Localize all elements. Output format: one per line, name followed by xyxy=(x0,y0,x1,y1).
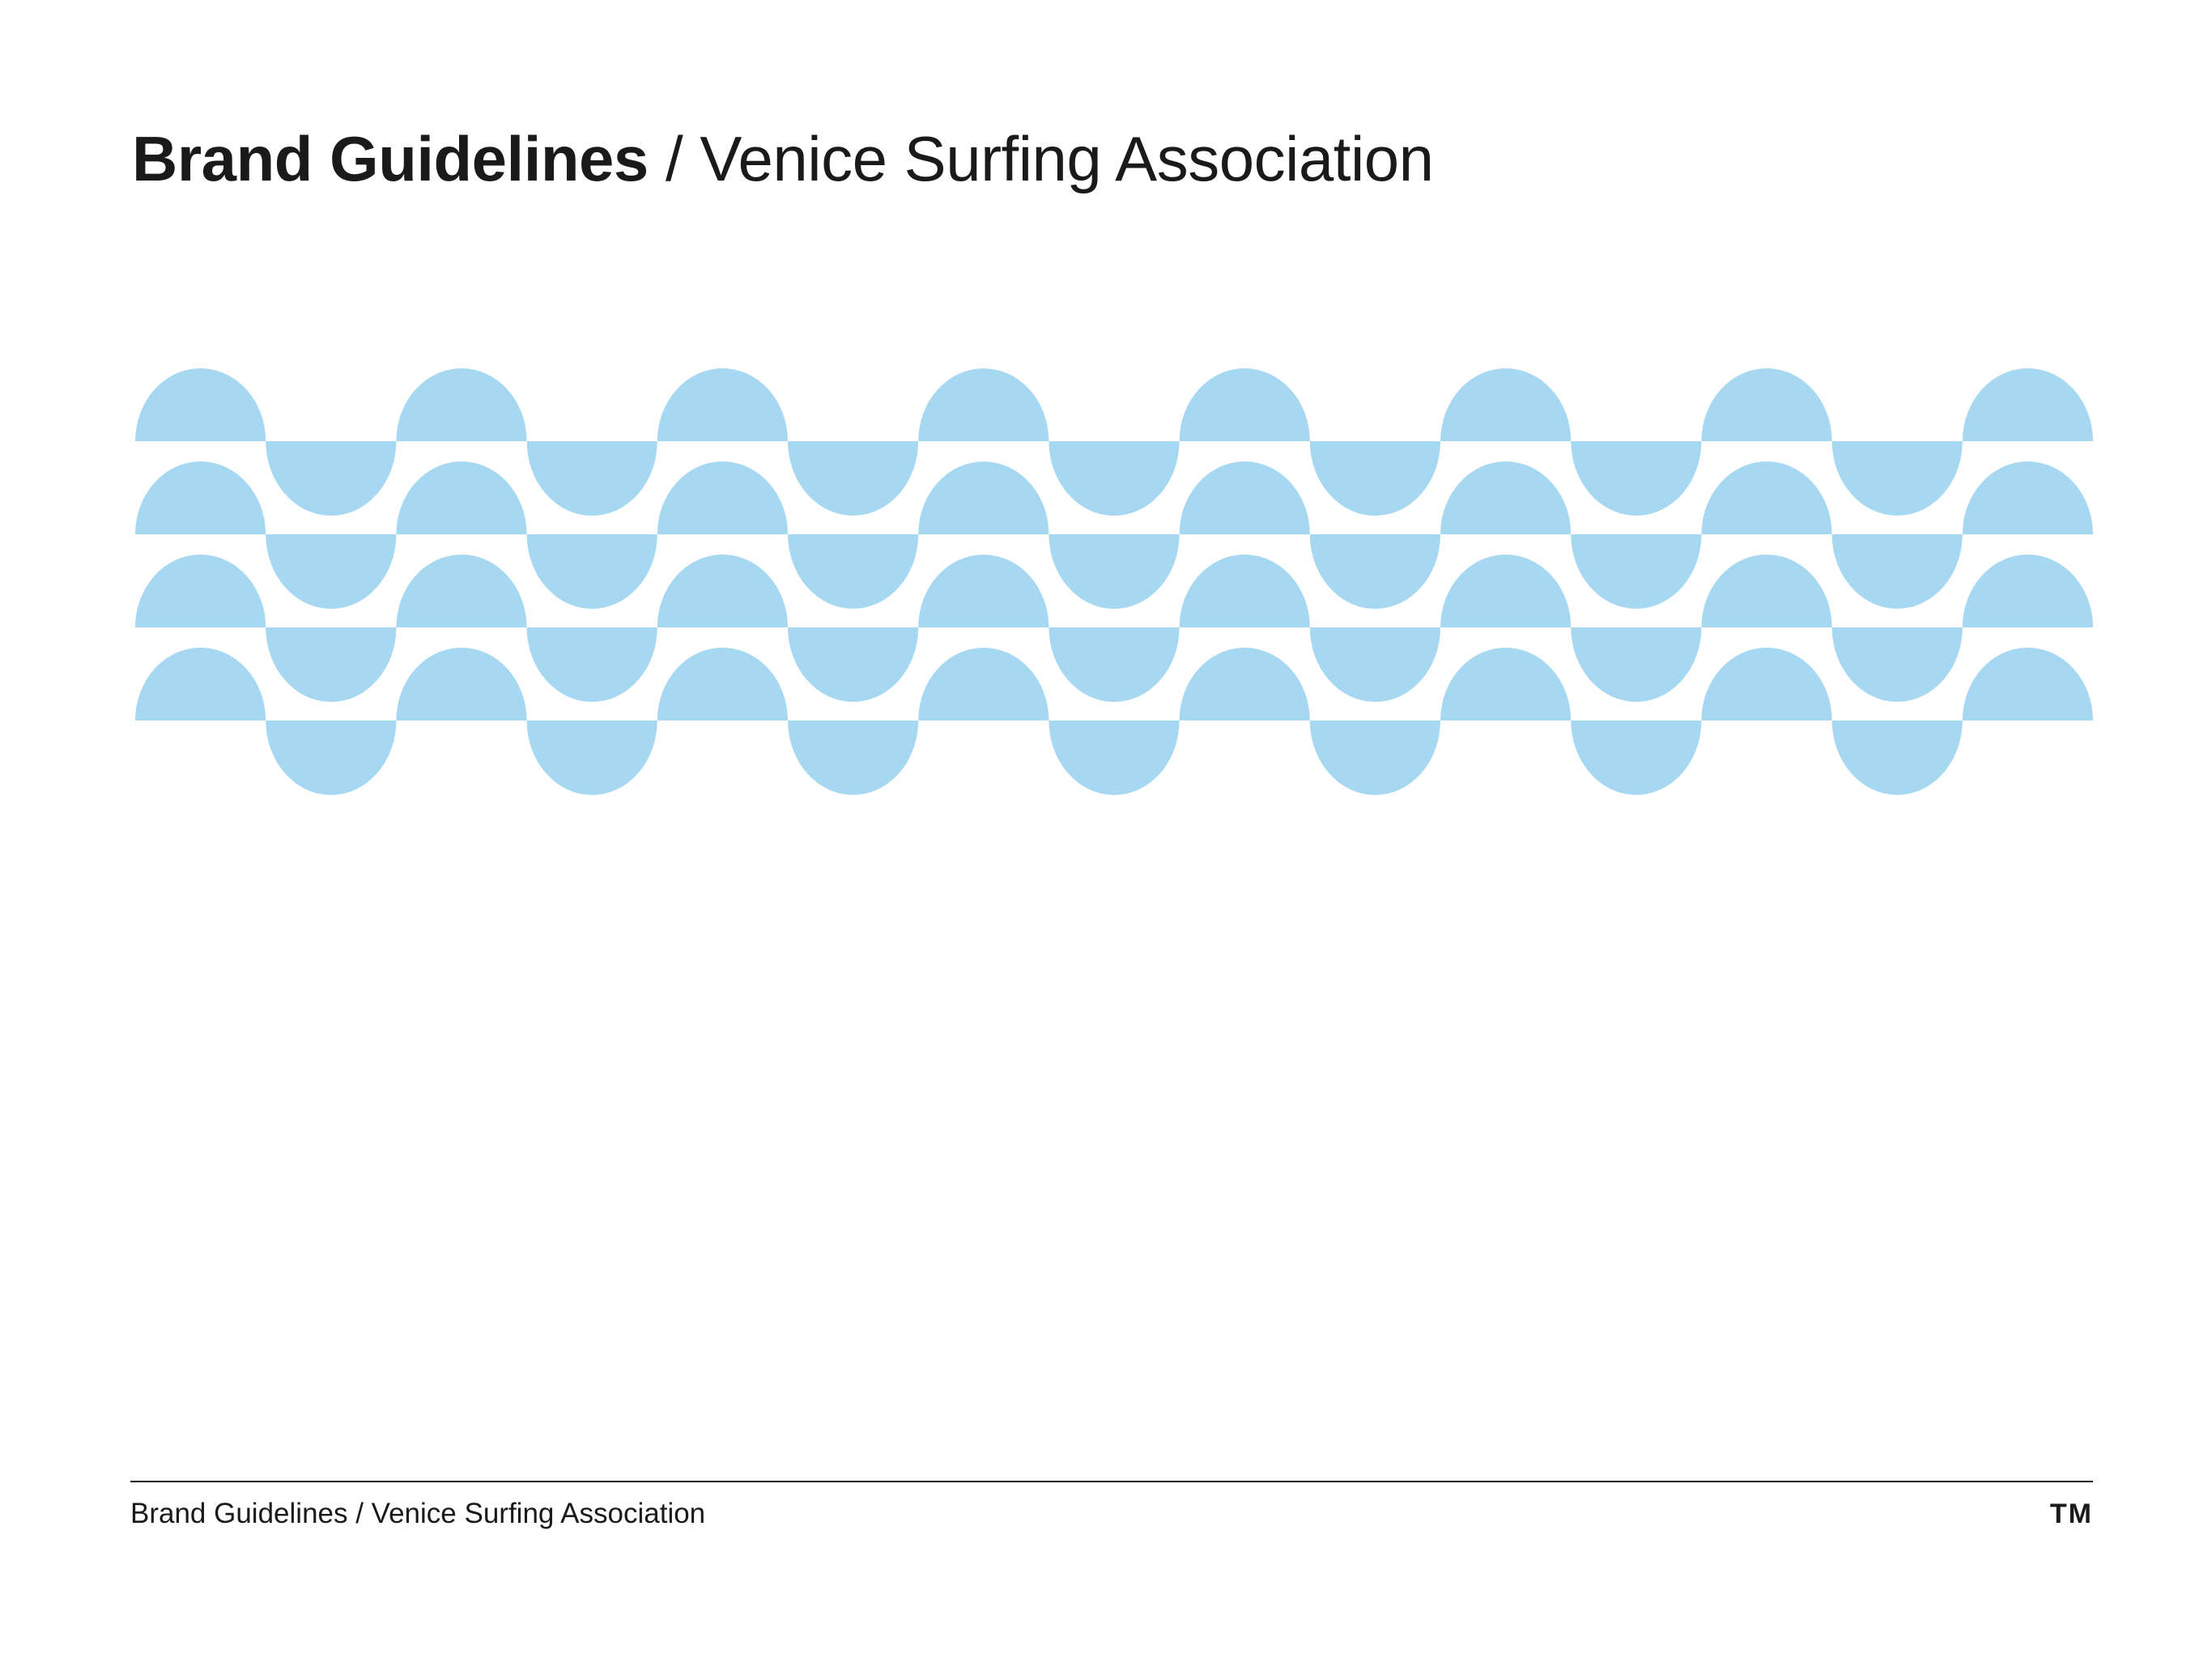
wave-dome-down xyxy=(1571,721,1702,795)
wave-dome-up xyxy=(918,555,1049,627)
wave-dome-up xyxy=(657,648,788,721)
wave-dome-down xyxy=(1571,534,1702,609)
footer-text: Brand Guidelines / Venice Surfing Associ… xyxy=(130,1498,706,1529)
wave-dome-up xyxy=(1179,648,1310,721)
page-title: Brand Guidelines / Venice Surfing Associ… xyxy=(132,121,1434,198)
wave-dome-up xyxy=(135,461,266,534)
wave-dome-up xyxy=(135,555,266,627)
wave-dome-down xyxy=(1571,627,1702,702)
wave-dome-up xyxy=(1962,555,2093,627)
wave-dome-up xyxy=(1179,554,1310,627)
wave-dome-up xyxy=(396,648,527,721)
trademark-mark: TM xyxy=(2049,1499,2093,1529)
wave-dome-down xyxy=(788,721,919,795)
wave-dome-down xyxy=(1831,721,1963,795)
wave-dome-down xyxy=(526,721,657,795)
wave-dome-up xyxy=(135,648,266,721)
wave-dome-down xyxy=(1309,534,1440,609)
wave-dome-down xyxy=(266,721,397,795)
wave-dome-down xyxy=(1049,441,1180,516)
wave-dome-up xyxy=(1179,368,1310,441)
wave-dome-up xyxy=(1962,461,2093,534)
wave-dome-down xyxy=(266,627,397,702)
wave-dome-up xyxy=(1962,368,2093,441)
wave-dome-down xyxy=(266,441,397,516)
wave-dome-down xyxy=(526,534,657,609)
footer-divider xyxy=(130,1481,2093,1482)
title-light: Venice Surfing Association xyxy=(700,123,1434,194)
wave-dome-down xyxy=(788,441,919,516)
wave-dome-down xyxy=(1049,721,1180,795)
wave-dome-down xyxy=(1309,627,1440,702)
wave-dome-down xyxy=(526,441,657,516)
wave-dome-up xyxy=(918,648,1049,721)
wave-dome-down xyxy=(1571,441,1702,516)
wave-dome-up xyxy=(1440,461,1572,534)
wave-dome-down xyxy=(1049,534,1180,609)
wave-dome-up xyxy=(1440,368,1572,441)
wave-dome-down xyxy=(1831,627,1963,702)
wave-dome-up xyxy=(657,555,788,627)
wave-dome-up xyxy=(1962,648,2093,721)
wave-dome-down xyxy=(788,627,919,702)
wave-dome-down xyxy=(526,627,657,702)
wave-dome-up xyxy=(396,555,527,627)
wave-dome-up xyxy=(1440,555,1572,627)
wave-dome-down xyxy=(1049,627,1180,702)
wave-dome-up xyxy=(1179,461,1310,534)
wave-dome-up xyxy=(1440,648,1572,721)
wave-dome-up xyxy=(657,461,788,534)
wave-dome-up xyxy=(1701,461,1832,534)
wave-dome-up xyxy=(1701,647,1832,721)
wave-dome-down xyxy=(1831,534,1963,609)
wave-dome-down xyxy=(1309,441,1440,516)
wave-dome-down xyxy=(266,534,397,609)
wave-dome-up xyxy=(135,368,266,441)
wave-dome-up xyxy=(918,461,1049,534)
wave-dome-down xyxy=(788,534,919,609)
wave-dome-up xyxy=(1701,368,1832,441)
title-separator: / xyxy=(648,123,700,194)
wave-dome-up xyxy=(396,461,527,534)
wave-dome-down xyxy=(1309,721,1440,795)
wave-dome-up xyxy=(918,368,1049,441)
wave-dome-up xyxy=(657,368,788,441)
wave-dome-up xyxy=(1701,554,1832,627)
title-strong: Brand Guidelines xyxy=(132,123,649,194)
wave-dome-up xyxy=(396,368,527,441)
wave-dome-down xyxy=(1831,441,1963,516)
